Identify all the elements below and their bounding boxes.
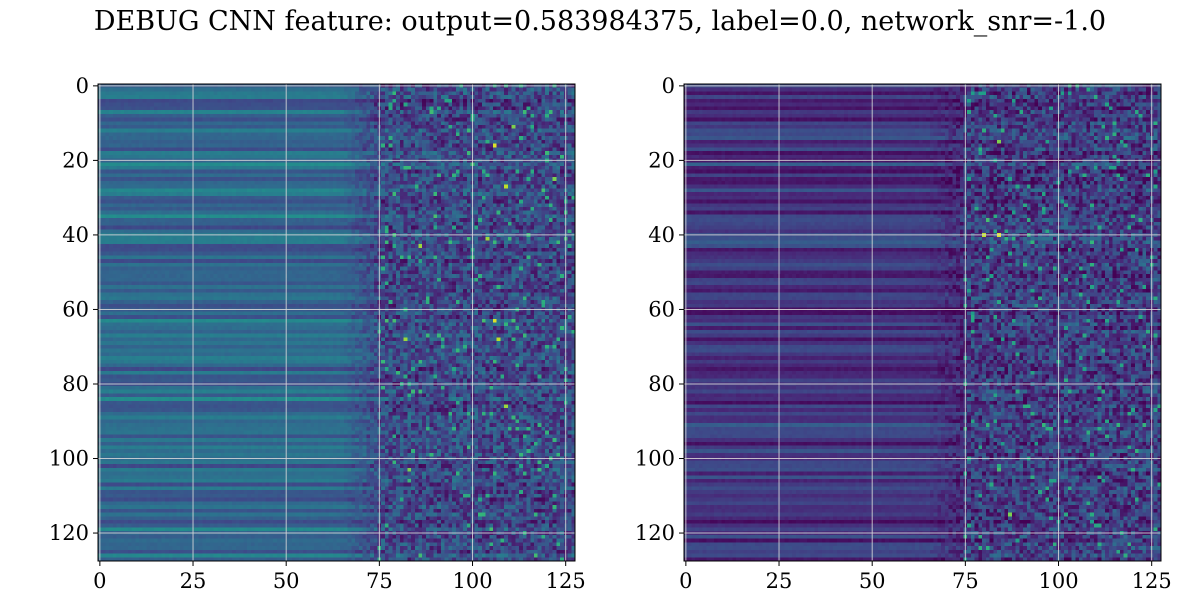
x-tick-label: 75 [952, 569, 979, 593]
y-tick-label: 20 [62, 148, 89, 172]
axes-frame [683, 83, 1162, 562]
x-tick-label: 25 [180, 569, 207, 593]
x-tick-label: 0 [93, 569, 106, 593]
x-tick-label: 100 [452, 569, 492, 593]
axes-frame [97, 83, 576, 562]
y-tick-label: 20 [648, 148, 675, 172]
heatmap-panel-left: 0 25 50 75 100 125 0 20 40 60 80 100 120 [49, 74, 586, 593]
y-tick-label: 40 [62, 223, 89, 247]
x-tick-label: 25 [766, 569, 793, 593]
x-tick-label: 125 [546, 569, 586, 593]
y-tick-label: 80 [648, 372, 675, 396]
y-tick-label: 100 [49, 447, 89, 471]
heatmap-panel-right: 0 25 50 75 100 125 0 20 40 60 80 100 120 [635, 74, 1172, 593]
heatmap-cells [98, 84, 575, 561]
y-tick-label: 60 [62, 297, 89, 321]
x-tick-label: 75 [366, 569, 393, 593]
y-tick-label: 120 [49, 521, 89, 545]
page-title: DEBUG CNN feature: output=0.583984375, l… [93, 6, 1107, 37]
y-tick-label: 0 [662, 74, 675, 98]
y-tick-label: 40 [648, 223, 675, 247]
heatmap-cells [684, 84, 1161, 561]
x-tick-label: 125 [1132, 569, 1172, 593]
y-tick-label: 100 [635, 447, 675, 471]
y-tick-label: 0 [76, 74, 89, 98]
x-tick-label: 100 [1038, 569, 1078, 593]
y-tick-label: 80 [62, 372, 89, 396]
y-tick-label: 60 [648, 297, 675, 321]
x-tick-label: 50 [859, 569, 886, 593]
y-tick-label: 120 [635, 521, 675, 545]
x-tick-label: 0 [679, 569, 692, 593]
x-tick-label: 50 [273, 569, 300, 593]
